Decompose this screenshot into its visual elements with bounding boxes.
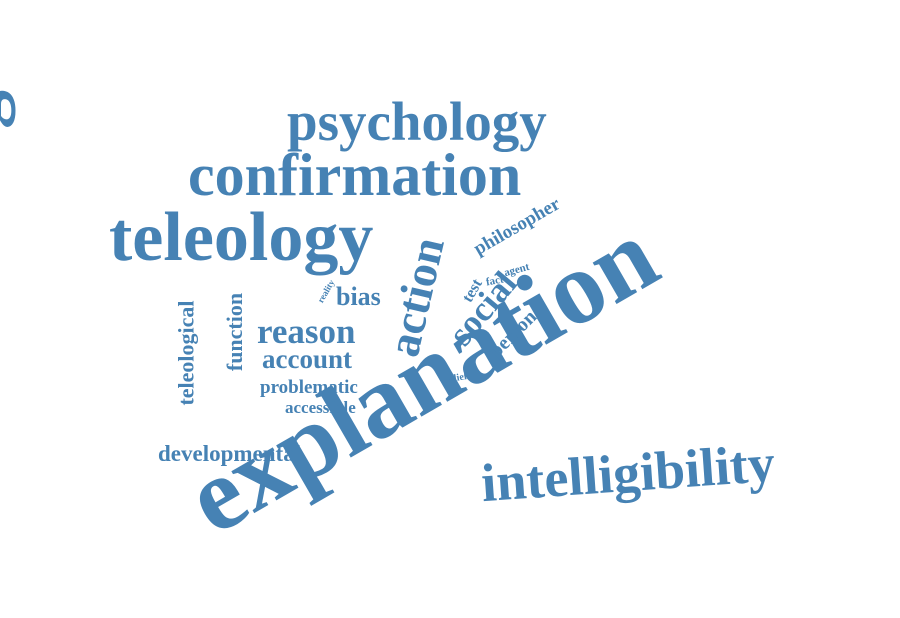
word-reality: reality bbox=[315, 277, 337, 305]
word-accessible: accessible bbox=[285, 398, 356, 417]
word-bias: bias bbox=[336, 282, 381, 311]
word-mentalizing: mentalizing bbox=[0, 90, 15, 480]
word-function: function bbox=[222, 292, 248, 372]
word-psychology: psychology bbox=[287, 91, 547, 152]
word-intelligibility: intelligibility bbox=[479, 432, 777, 514]
word-confirmation: confirmation bbox=[188, 142, 522, 208]
word-problematic: problematic bbox=[260, 377, 358, 398]
word-teleological: teleological bbox=[173, 300, 199, 406]
word-reason: reason bbox=[257, 312, 356, 351]
word-account: account bbox=[262, 344, 352, 374]
word-developmental: developmental bbox=[158, 441, 302, 466]
word-teleology: teleology bbox=[109, 199, 374, 276]
